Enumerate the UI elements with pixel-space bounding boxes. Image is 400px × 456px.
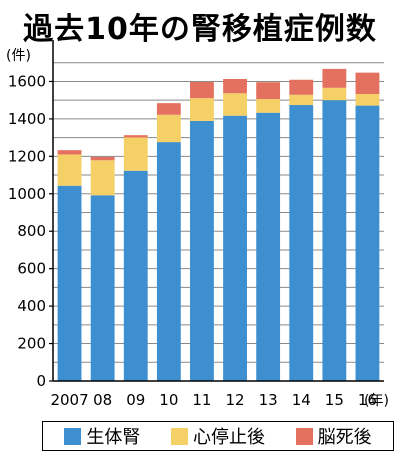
y-tick-label: 1000 xyxy=(8,185,46,203)
bar-segment-1-11 xyxy=(190,98,214,121)
x-tick-label: 15 xyxy=(325,391,344,409)
x-tick-label: 09 xyxy=(126,391,145,409)
bar-segment-1-09 xyxy=(123,137,148,171)
legend-swatch-living xyxy=(64,427,82,445)
bar-segment-1-12 xyxy=(223,93,247,116)
legend-item-cardiac: 心停止後 xyxy=(170,423,265,449)
bar-segment-2-13 xyxy=(256,82,281,100)
y-tick-label: 0 xyxy=(36,372,46,390)
x-tick-label: 16 xyxy=(358,391,377,409)
x-tick-label: 14 xyxy=(292,391,311,409)
y-tick-label: 1200 xyxy=(8,147,46,165)
legend-label-living: 生体腎 xyxy=(86,427,141,448)
bar-segment-1-08 xyxy=(90,160,115,196)
bar-segment-2-10 xyxy=(156,103,181,115)
legend-item-brain: 脳死後 xyxy=(295,423,372,449)
bar-segment-1-14 xyxy=(289,94,314,106)
y-tick-label: 600 xyxy=(17,260,46,278)
y-tick-label: 1400 xyxy=(8,110,46,128)
bar-segment-1-13 xyxy=(256,99,281,113)
bar-segment-2-16 xyxy=(355,72,380,94)
x-tick-label: 08 xyxy=(93,391,112,409)
x-axis-unit: (年) xyxy=(364,393,389,409)
bar-segment-2-2007 xyxy=(57,150,82,155)
legend-swatch-brain xyxy=(295,427,313,445)
bar-segment-1-2007 xyxy=(57,154,82,186)
bars xyxy=(57,68,380,382)
legend-item-living: 生体腎 xyxy=(64,423,140,449)
bar-segment-1-16 xyxy=(355,93,380,106)
legend-swatch-cardiac xyxy=(170,427,188,445)
bar-segment-0-09 xyxy=(123,170,148,381)
bar-segment-0-15 xyxy=(322,100,347,382)
bar-segment-2-09 xyxy=(123,135,148,138)
bar-segment-2-15 xyxy=(322,68,347,88)
x-tick-label: 2007 xyxy=(50,391,88,409)
bar-segment-2-14 xyxy=(289,79,314,95)
y-tick-label: 800 xyxy=(17,222,46,240)
y-tick-labels: 0 200 400 600 800 1000 1200 1400 1600 xyxy=(8,72,46,390)
bar-segment-0-16 xyxy=(355,105,380,382)
bar-segment-0-12 xyxy=(223,115,247,381)
bar-segment-0-2007 xyxy=(57,185,82,381)
x-tick-label: 11 xyxy=(192,391,211,409)
y-tick-label: 1600 xyxy=(8,72,46,90)
bar-segment-2-11 xyxy=(190,82,214,99)
x-tick-label: 13 xyxy=(259,391,278,409)
legend: 生体腎 心停止後 脳死後 xyxy=(42,421,394,451)
y-tick-label: 400 xyxy=(17,297,46,315)
bar-segment-2-12 xyxy=(223,79,247,94)
x-tick-labels: 2007 08 09 10 11 12 13 14 15 16 xyxy=(50,391,377,409)
bar-segment-0-08 xyxy=(90,195,115,381)
bar-segment-0-11 xyxy=(190,120,214,381)
legend-label-cardiac: 心停止後 xyxy=(192,427,265,448)
legend-label-brain: 脳死後 xyxy=(317,427,372,448)
bar-segment-2-08 xyxy=(90,156,115,161)
bar-segment-0-14 xyxy=(289,105,314,381)
bar-segment-1-15 xyxy=(322,87,347,101)
bar-segment-0-10 xyxy=(156,142,181,381)
x-tick-label: 10 xyxy=(159,391,178,409)
bar-segment-0-13 xyxy=(256,112,281,381)
y-axis-unit: (件) xyxy=(6,48,31,64)
chart-title: 過去10年の腎移植症例数 xyxy=(23,12,377,47)
y-tick-label: 200 xyxy=(17,335,46,353)
bar-segment-1-10 xyxy=(156,114,181,143)
axes xyxy=(49,40,384,382)
x-tick-label: 12 xyxy=(226,391,245,409)
stacked-bar-chart: 0 200 400 600 800 1000 1200 1400 1600 2007 08 09 10… xyxy=(6,40,389,409)
